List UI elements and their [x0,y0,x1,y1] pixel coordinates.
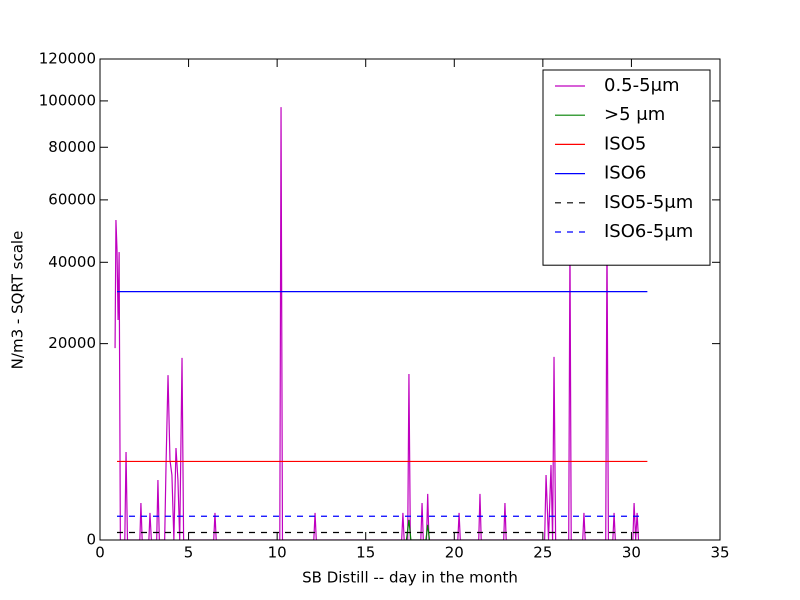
x-tick-label: 30 [622,544,641,562]
legend-label: ISO6-5μm [604,221,693,242]
series-line [405,519,431,540]
x-axis-label: SB Distill -- day in the month [302,569,518,587]
legend-label: ISO5 [604,133,646,154]
legend-box [542,69,711,266]
legend-label: ISO6 [604,163,646,184]
y-tick-label: 0 [86,531,96,549]
x-tick-label: 20 [445,544,464,562]
y-axis-label: N/m3 - SQRT scale [9,231,27,370]
y-tick-label: 80000 [48,138,96,156]
legend-label: >5 μm [604,104,665,125]
x-tick-label: 5 [184,544,194,562]
y-tick-label: 100000 [39,91,96,109]
x-tick-label: 10 [268,544,287,562]
x-tick-label: 25 [533,544,552,562]
y-tick-label: 120000 [39,50,96,68]
y-tick-label: 60000 [48,190,96,208]
y-tick-label: 20000 [48,334,96,352]
legend-label: ISO5-5μm [604,192,693,213]
plot-frame [99,58,721,541]
series-line [114,107,640,540]
x-tick-label: 15 [356,544,375,562]
x-tick-label: 0 [95,544,105,562]
x-tick-label: 35 [710,544,729,562]
legend-label: 0.5-5μm [604,75,680,96]
y-tick-label: 40000 [48,253,96,271]
